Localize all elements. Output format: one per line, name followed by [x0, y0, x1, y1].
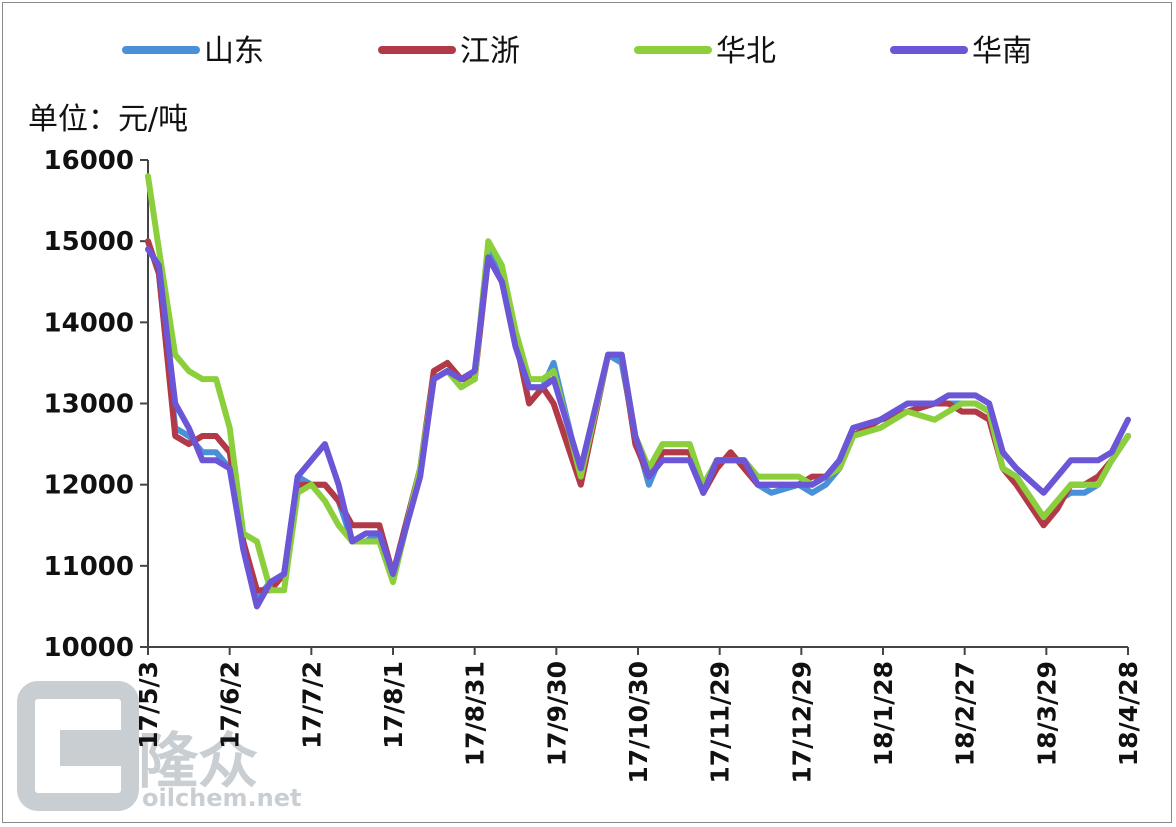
legend-label: 江浙: [460, 34, 520, 69]
x-tick-label: 18/2/27: [951, 661, 980, 766]
x-tick-label: 18/1/28: [869, 661, 898, 766]
legend-label: 华南: [972, 34, 1032, 69]
y-tick-label: 11000: [44, 552, 134, 582]
y-tick-label: 10000: [44, 633, 134, 663]
x-tick-label: 17/12/29: [787, 661, 816, 784]
y-tick-label: 12000: [44, 471, 134, 501]
x-tick-label: 17/8/31: [461, 661, 490, 766]
watermark-brand: 隆众: [138, 727, 258, 797]
series-line-江浙: [145, 238, 1131, 594]
unit-label: 单位：元/吨: [28, 102, 188, 137]
x-tick-label: 17/8/1: [379, 661, 408, 749]
series-line-山东: [145, 238, 1131, 602]
legend-label: 山东: [204, 34, 264, 69]
x-tick-label: 17/10/30: [624, 661, 653, 784]
x-tick-label: 18/4/28: [1114, 661, 1143, 766]
y-tick-label: 14000: [44, 308, 134, 338]
series-line-华南: [145, 246, 1131, 610]
watermark-url: oilchem.net: [142, 784, 302, 812]
watermark-logo-icon: [17, 681, 139, 811]
x-tick-label: 17/7/2: [297, 661, 326, 749]
x-tick-label: 17/11/29: [706, 661, 735, 784]
x-tick-label: 17/9/30: [542, 661, 571, 766]
y-tick-label: 16000: [44, 146, 134, 176]
y-tick-label: 15000: [44, 227, 134, 257]
series-group: [145, 173, 1131, 610]
x-tick-label: 18/3/29: [1032, 661, 1061, 766]
watermark: 隆众 oilchem.net: [17, 681, 302, 812]
legend-label: 华北: [716, 34, 776, 69]
series-line-华北: [145, 173, 1131, 594]
legend: 山东 江浙 华北 华南: [122, 34, 1032, 69]
x-tick-label: 17/6/2: [216, 661, 245, 749]
x-tick-label: 17/5/3: [134, 661, 163, 749]
y-tick-label: 13000: [44, 390, 134, 420]
axes: 10000 11000 12000 13000 14000 15000 16000 17/5/…: [44, 146, 1143, 784]
